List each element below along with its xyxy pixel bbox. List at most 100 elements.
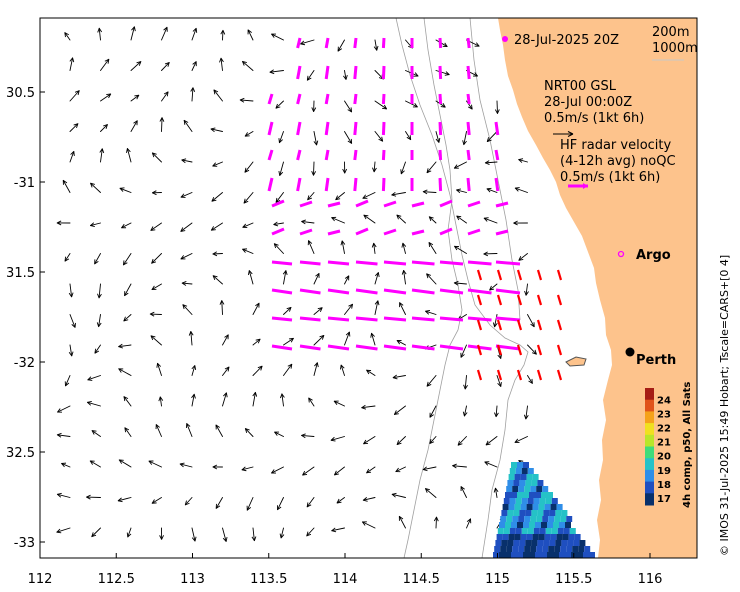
nrt-vector — [331, 217, 345, 224]
nrt-vector-head — [280, 393, 285, 399]
nrt-vector-head — [452, 463, 457, 469]
nrt-vector — [184, 497, 193, 506]
sst-cell — [537, 480, 544, 486]
nrt-vector — [518, 159, 528, 163]
hf-vector — [467, 228, 481, 236]
nrt-vector — [130, 61, 142, 71]
nrt-vector — [454, 245, 467, 254]
nrt-vector — [118, 368, 132, 376]
nrt-vector-head — [134, 94, 140, 100]
nrt-vector — [62, 179, 71, 193]
nrt-current-vectors — [56, 26, 537, 542]
nrt-vector-head — [239, 97, 245, 103]
nrt-vector — [161, 62, 170, 71]
nrt-vector — [94, 344, 101, 354]
sst-cell — [535, 522, 541, 528]
nrt-vector-head — [103, 124, 108, 129]
nrt-vector — [157, 362, 162, 376]
nrt-vector-head — [400, 169, 405, 175]
nrt-vector — [215, 424, 223, 437]
sst-cell — [589, 552, 595, 558]
nrt-vector-head — [362, 521, 367, 526]
nrt-vector-head — [223, 392, 228, 398]
nrt-vector-head — [486, 137, 492, 142]
nrt-vector — [119, 187, 132, 193]
nrt-vector — [181, 282, 193, 285]
sst-cell — [554, 546, 561, 552]
sst-cell — [520, 474, 527, 480]
nrt-vector-head — [528, 378, 533, 384]
nrt-vector-head — [282, 270, 288, 276]
sst-cell — [537, 510, 544, 516]
x-tick-label: 116 — [638, 572, 663, 587]
nrt-vector — [336, 497, 345, 504]
nrt-vector — [366, 466, 376, 474]
nrt-vector-head — [133, 120, 138, 126]
radial-vector — [496, 294, 503, 306]
nrt-vector — [396, 436, 406, 445]
hf-vector — [466, 149, 471, 161]
nrt-vector — [308, 240, 315, 254]
sst-cell — [529, 552, 535, 558]
sst-colorbar: 17 18 19 20 21 22 23 24 — [645, 388, 671, 506]
hf-vector — [467, 288, 492, 295]
nrt-vector — [313, 272, 320, 285]
hf-vector — [296, 177, 302, 192]
nrt-vector-head — [330, 436, 336, 442]
hf-vector — [383, 288, 407, 295]
nrt-vector-head — [247, 270, 253, 276]
nrt-vector-head — [456, 188, 461, 194]
hf-vector — [411, 229, 425, 236]
sst-cell — [550, 534, 557, 540]
nrt-vector — [373, 242, 376, 254]
nrt-vector-head — [275, 197, 281, 203]
nrt-vector-head — [220, 30, 226, 35]
nrt-vector-head — [306, 502, 312, 508]
hf-vector — [439, 260, 464, 266]
hf-vector — [299, 200, 313, 208]
nrt-vector — [56, 527, 71, 533]
sst-cell — [526, 534, 533, 540]
radial-vector — [496, 269, 503, 281]
nrt-vector — [69, 57, 74, 71]
sst-cell — [530, 546, 537, 552]
nrt-vector-head — [391, 492, 397, 498]
nrt-vector-head — [64, 32, 69, 38]
nrt-vector — [90, 182, 101, 193]
nrt-vector-head — [463, 384, 468, 390]
nrt-vector — [281, 393, 284, 407]
sst-cell — [530, 486, 537, 492]
credit-text: © IMOS 31-Jul-2025 15:49 Hobart; Tscale=… — [718, 255, 731, 556]
nrt-vector-head — [56, 528, 62, 534]
sst-cell — [513, 510, 520, 516]
nrt-vector-head — [57, 492, 62, 498]
nrt-vector — [248, 270, 254, 285]
colorbar-segment — [645, 446, 654, 459]
nrt-vector — [247, 29, 254, 41]
colorbar-tick-label: 17 — [657, 494, 671, 505]
hf-vector — [271, 199, 285, 208]
sst-cell — [525, 480, 532, 486]
nrt-vector-head — [68, 351, 74, 357]
nrt-vector — [371, 332, 376, 346]
nrt-vector-head — [90, 222, 95, 227]
nrt-vector-head — [425, 488, 430, 493]
nrt-vector — [460, 344, 467, 358]
nrt-vector-head — [440, 103, 446, 108]
radial-vector — [516, 344, 523, 356]
hf-vector — [381, 177, 386, 192]
nrt-vector — [344, 303, 353, 315]
nrt-vector-head — [398, 515, 404, 521]
sst-cell — [523, 552, 529, 558]
nrt-vector — [495, 405, 498, 418]
y-axis: 30.5 -31 31.5 -32 32.5 -33 — [6, 86, 45, 551]
sst-cell — [505, 552, 511, 558]
hf-vector — [438, 149, 443, 161]
nrt-vector — [496, 375, 502, 387]
argo-label: Argo — [636, 248, 671, 263]
nrt-vector-head — [97, 28, 103, 33]
nrt-vector-head — [159, 117, 165, 122]
nrt-vector-head — [126, 532, 132, 538]
nrt-vector — [122, 253, 132, 266]
nrt-vector-head — [90, 182, 95, 188]
